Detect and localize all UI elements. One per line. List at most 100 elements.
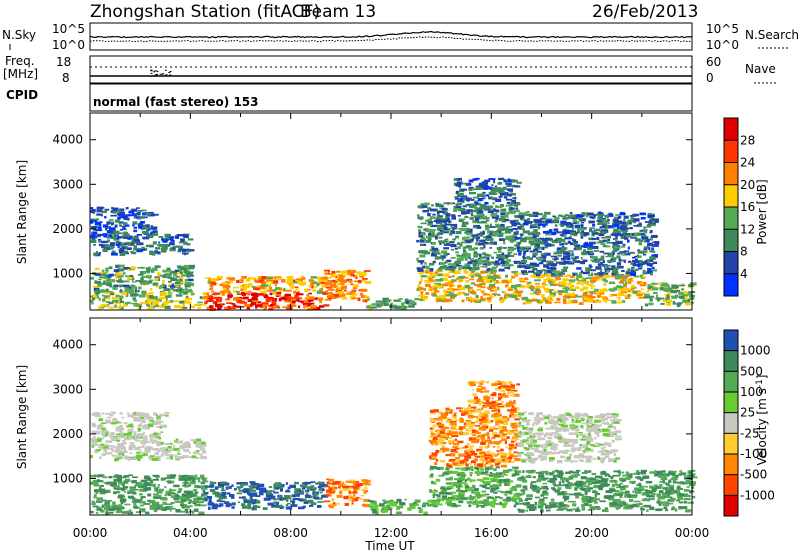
data-cell — [92, 425, 97, 428]
data-cell — [572, 239, 576, 241]
data-cell — [508, 289, 513, 291]
data-cell — [579, 302, 584, 305]
data-cell — [183, 449, 189, 452]
data-cell — [155, 475, 159, 477]
data-cell — [165, 443, 171, 445]
data-cell — [624, 260, 626, 263]
data-cell — [666, 300, 672, 302]
data-cell — [211, 291, 214, 293]
data-cell — [509, 239, 512, 241]
nsky-label: N.Sky — [2, 28, 36, 42]
data-cell — [588, 221, 594, 224]
data-cell — [237, 293, 243, 295]
data-cell — [421, 244, 424, 246]
data-cell — [317, 298, 323, 301]
data-cell — [131, 303, 138, 305]
data-cell — [275, 283, 277, 286]
data-cell — [124, 504, 130, 506]
data-cell — [545, 243, 552, 246]
data-cell — [496, 466, 500, 468]
data-cell — [466, 449, 470, 452]
data-cell — [298, 499, 303, 502]
data-cell — [114, 437, 118, 439]
data-cell — [194, 492, 198, 494]
data-cell — [418, 295, 425, 297]
data-cell — [109, 307, 116, 309]
data-cell — [117, 213, 120, 215]
data-cell — [556, 298, 560, 301]
data-cell — [152, 268, 158, 271]
data-cell — [159, 426, 162, 428]
data-cell — [499, 188, 504, 190]
data-cell — [431, 473, 434, 476]
data-cell — [364, 270, 371, 272]
data-cell — [249, 489, 252, 492]
data-cell — [493, 468, 496, 471]
data-cell — [574, 234, 577, 236]
data-cell — [333, 283, 336, 285]
freq-label-line1: Freq. — [5, 54, 35, 68]
data-cell — [434, 489, 436, 492]
data-cell — [608, 223, 610, 225]
data-cell — [105, 420, 111, 422]
data-cell — [196, 441, 201, 443]
data-cell — [200, 456, 207, 459]
data-cell — [487, 280, 490, 283]
data-cell — [510, 208, 515, 210]
data-cell — [446, 239, 448, 241]
data-cell — [477, 479, 484, 481]
data-cell — [352, 503, 354, 505]
data-cell — [205, 486, 210, 488]
data-cell — [477, 265, 479, 267]
data-cell — [448, 221, 452, 223]
data-cell — [269, 496, 276, 499]
data-cell — [311, 286, 313, 289]
data-cell — [477, 194, 483, 198]
data-cell — [112, 435, 115, 438]
data-cell — [517, 246, 520, 249]
data-cell — [434, 501, 440, 504]
data-cell — [105, 228, 107, 231]
data-cell — [327, 483, 333, 485]
nsky-trace — [90, 32, 692, 38]
data-cell — [120, 305, 122, 308]
data-cell — [146, 484, 149, 487]
data-cell — [276, 487, 280, 489]
data-cell — [136, 511, 140, 513]
data-cell — [420, 299, 423, 301]
data-cell — [94, 296, 98, 298]
data-cell — [626, 274, 630, 276]
data-cell — [437, 228, 443, 230]
data-cell — [512, 474, 515, 476]
data-cell — [239, 280, 242, 282]
data-cell — [91, 226, 98, 229]
data-cell — [173, 445, 175, 448]
data-cell — [498, 182, 503, 184]
data-cell — [168, 446, 172, 449]
data-cell — [529, 240, 535, 243]
data-cell — [618, 216, 621, 219]
data-cell — [262, 284, 269, 287]
data-cell — [460, 228, 467, 231]
data-cell — [142, 496, 145, 498]
data-cell — [400, 503, 406, 506]
data-cell — [322, 488, 325, 491]
data-cell — [210, 481, 213, 484]
data-cell — [463, 270, 467, 273]
data-cell — [599, 218, 602, 221]
data-cell — [97, 437, 100, 439]
data-cell — [648, 289, 653, 291]
data-cell — [416, 258, 419, 261]
data-cell — [465, 285, 470, 288]
data-cell — [243, 484, 248, 486]
colorbar-tick-label: 24 — [740, 156, 755, 170]
data-cell — [490, 478, 494, 480]
data-cell — [461, 211, 467, 214]
data-cell — [511, 285, 517, 287]
data-cell — [431, 204, 434, 206]
data-cell — [633, 218, 640, 221]
data-cell — [504, 267, 508, 269]
data-cell — [667, 295, 670, 298]
data-cell — [551, 267, 556, 270]
data-cell — [473, 210, 478, 212]
